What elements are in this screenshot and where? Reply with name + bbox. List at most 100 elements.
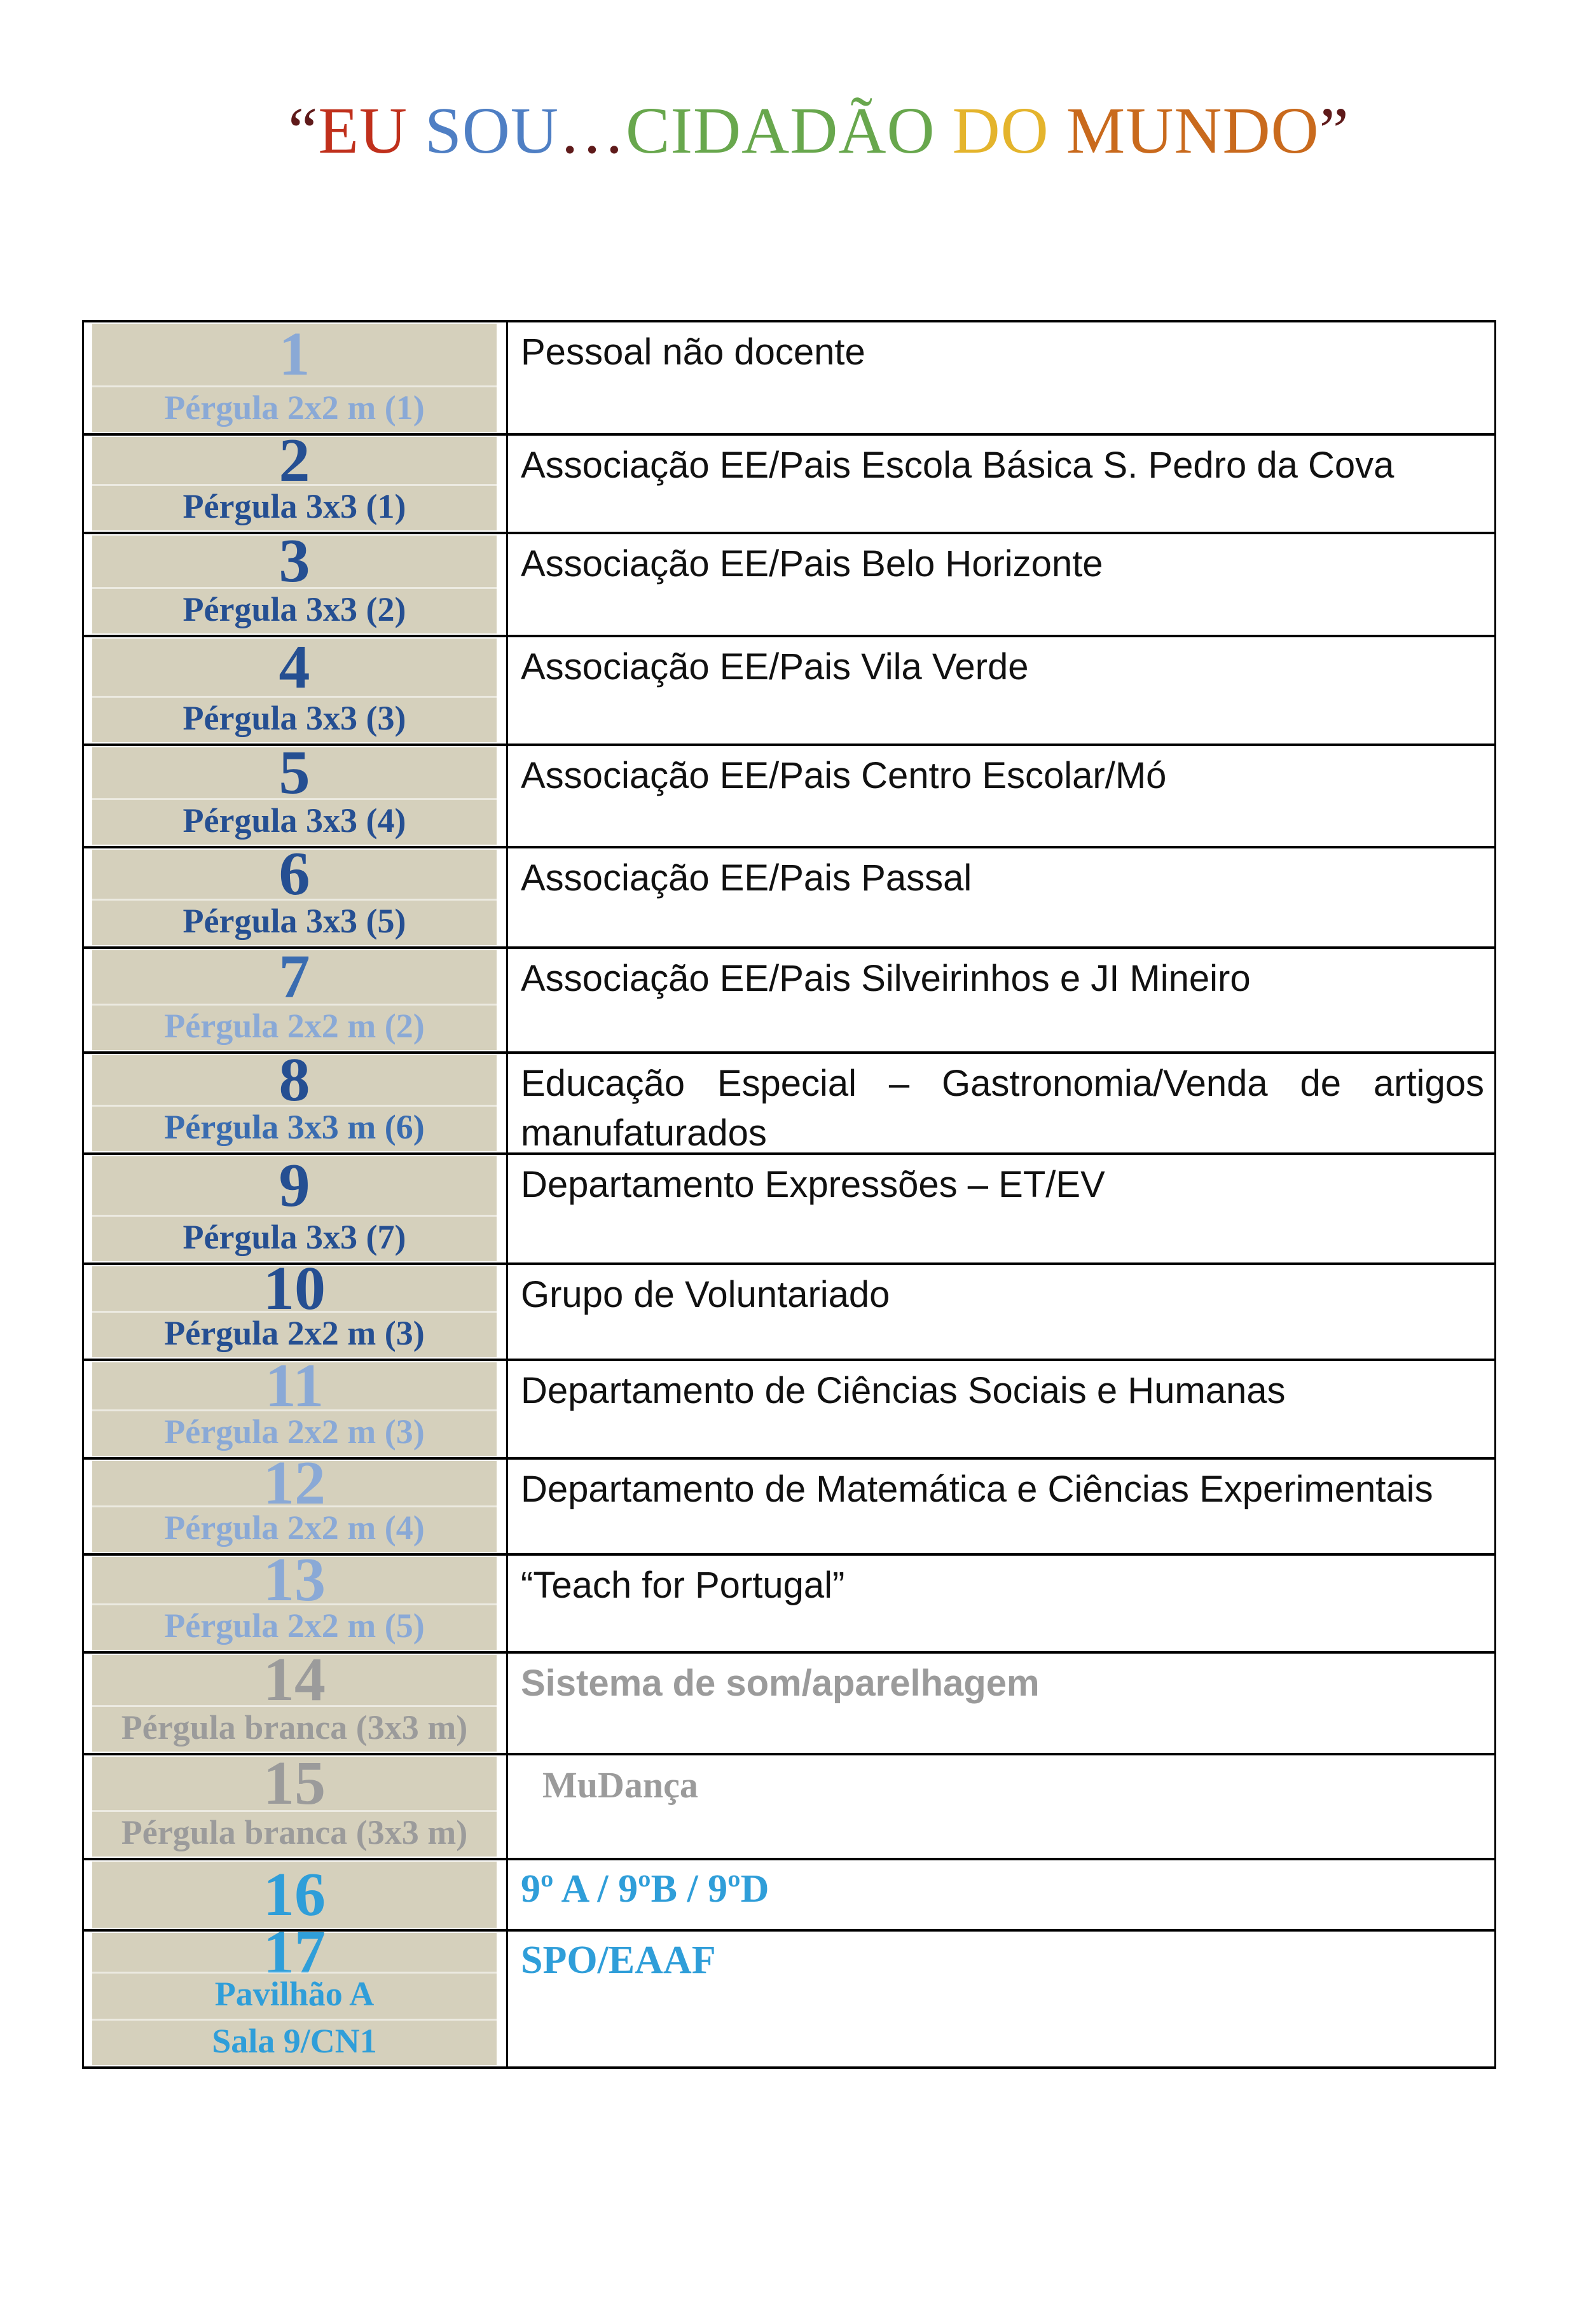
occupant-cell-8: Educação Especial – Gastronomia/Venda de arti… xyxy=(508,1054,1494,1154)
cell-divider-line xyxy=(92,898,497,901)
cell-divider-line xyxy=(92,1310,497,1313)
stand-location: Pérgula 3x3 (4) xyxy=(182,801,406,840)
stand-occupant: Departamento Expressões – ET/EV xyxy=(521,1164,1105,1205)
table-row-7: 7 Pérgula 2x2 m (2) Associação EE/Pais S… xyxy=(84,946,1494,1051)
stand-occupant: “Teach for Portugal” xyxy=(521,1565,845,1606)
table-row-14: 14 Pérgula branca (3x3 m) Sistema de som… xyxy=(84,1645,1494,1753)
table-row-6: 6 Pérgula 3x3 (5) Associação EE/Pais Pas… xyxy=(84,840,1494,946)
stand-location: Pérgula 2x2 m (5) xyxy=(164,1606,425,1645)
title-space xyxy=(935,94,953,167)
cell-divider-line xyxy=(92,385,497,387)
occupant-cell-9: Departamento Expressões – ET/EV xyxy=(508,1155,1494,1262)
cell-divider-line xyxy=(92,1809,497,1812)
occupant-line-justified: Educação Especial – Gastronomia/Venda de arti… xyxy=(521,1059,1484,1109)
word: artigos xyxy=(1373,1063,1484,1104)
table-row-4: 4 Pérgula 3x3 (3) Associação EE/Pais Vil… xyxy=(84,635,1494,744)
stand-number: 5 xyxy=(279,738,310,807)
stand-location-2: Sala 9/CN1 xyxy=(212,2021,377,2060)
word: Gastronomia/Venda xyxy=(942,1063,1268,1104)
title-space xyxy=(408,94,425,167)
stand-location: Pérgula branca (3x3 m) xyxy=(121,1708,468,1746)
occupant-cell-13: “Teach for Portugal” xyxy=(508,1556,1494,1651)
stand-cell-16: 16 xyxy=(84,1860,508,1929)
occupant-cell-11: Departamento de Ciências Sociais e Human… xyxy=(508,1361,1494,1457)
stand-location: Pérgula 3x3 m (6) xyxy=(164,1107,425,1146)
table-row-17: 17 Pavilhão A Sala 9/CN1 SPO/EAAF xyxy=(84,1918,1494,2066)
stand-cell-11: 11 Pérgula 2x2 m (3) xyxy=(84,1351,508,1457)
title-ellipsis: … xyxy=(559,94,626,167)
stand-location: Pérgula branca (3x3 m) xyxy=(121,1813,468,1851)
table-row-1: 1 Pérgula 2x2 m (1) Pessoal não docente xyxy=(84,322,1494,433)
title-close-quote: ” xyxy=(1319,94,1349,167)
occupant-cell-6: Associação EE/Pais Passal xyxy=(508,848,1494,946)
title-space xyxy=(1049,94,1066,167)
occupant-cell-4: Associação EE/Pais Vila Verde xyxy=(508,637,1494,744)
stand-location: Pérgula 3x3 (7) xyxy=(182,1217,406,1256)
cell-divider-line xyxy=(92,1003,497,1006)
stand-number: 16 xyxy=(263,1860,326,1929)
stand-cell-10: 10 Pérgula 2x2 m (3) xyxy=(84,1257,508,1359)
stand-occupant: Grupo de Voluntariado xyxy=(521,1274,890,1315)
stand-occupant: Associação EE/Pais Passal xyxy=(521,857,972,899)
occupant-cell-2: Associação EE/Pais Escola Básica S. Pedr… xyxy=(508,436,1494,532)
stand-occupant: 9º A / 9ºB / 9ºD xyxy=(521,1867,769,1911)
event-title: “EU SOU…CIDADÃO DO MUNDO” xyxy=(0,93,1577,169)
cell-divider-line xyxy=(92,1505,497,1507)
stand-occupant: Educação Especial – Gastronomia/Venda de arti… xyxy=(521,1059,1484,1159)
table-row-15: 15 Pérgula branca (3x3 m) MuDança xyxy=(84,1752,1494,1858)
cell-divider-line xyxy=(92,586,497,589)
stand-number: 3 xyxy=(279,527,310,596)
stand-number: 11 xyxy=(265,1351,324,1420)
stand-number: 14 xyxy=(263,1645,326,1715)
word: – xyxy=(888,1063,910,1104)
stand-occupant: MuDança xyxy=(542,1764,698,1806)
cell-divider-line xyxy=(92,1603,497,1605)
stand-cell-3: 3 Pérgula 3x3 (2) xyxy=(84,527,508,635)
stand-location: Pérgula 3x3 (1) xyxy=(182,487,406,525)
occupant-cell-1: Pessoal não docente xyxy=(508,322,1494,433)
stand-cell-17: 17 Pavilhão A Sala 9/CN1 xyxy=(84,1918,508,2066)
stand-cell-13: 13 Pérgula 2x2 m (5) xyxy=(84,1546,508,1651)
table-row-13: 13 Pérgula 2x2 m (5) “Teach for Portugal… xyxy=(84,1546,1494,1651)
stand-cell-2: 2 Pérgula 3x3 (1) xyxy=(84,425,508,532)
stand-occupant: SPO/EAAF xyxy=(521,1939,716,1982)
cell-divider-line xyxy=(92,695,497,698)
cell-divider-line xyxy=(92,483,497,486)
cell-divider-line xyxy=(92,1972,497,1974)
table-row-12: 12 Pérgula 2x2 m (4) Departamento de Mat… xyxy=(84,1448,1494,1553)
stand-occupant: Pessoal não docente xyxy=(521,331,865,373)
stand-number: 4 xyxy=(279,632,310,702)
stand-location: Pérgula 2x2 m (3) xyxy=(164,1412,425,1451)
word: Educação xyxy=(521,1063,685,1104)
stand-occupant: Departamento de Matemática e Ciências Ex… xyxy=(521,1469,1433,1510)
stand-location: Pavilhão A xyxy=(214,1975,375,2014)
stand-cell-5: 5 Pérgula 3x3 (4) xyxy=(84,738,508,846)
occupant-cell-10: Grupo de Voluntariado xyxy=(508,1265,1494,1359)
cell-divider-line xyxy=(92,2018,497,2021)
table-row-3: 3 Pérgula 3x3 (2) Associação EE/Pais Bel… xyxy=(84,527,1494,635)
stand-number: 17 xyxy=(263,1918,326,1987)
cell-divider-line xyxy=(92,1705,497,1707)
stand-cell-4: 4 Pérgula 3x3 (3) xyxy=(84,632,508,744)
stand-cell-12: 12 Pérgula 2x2 m (4) xyxy=(84,1448,508,1553)
stand-number: 7 xyxy=(279,942,310,1011)
stand-number: 6 xyxy=(279,840,310,909)
table-row-11: 11 Pérgula 2x2 m (3) Departamento de Ciê… xyxy=(84,1351,1494,1457)
stand-cell-9: 9 Pérgula 3x3 (7) xyxy=(84,1154,508,1262)
stand-number: 12 xyxy=(263,1448,326,1518)
stand-occupant: Departamento de Ciências Sociais e Human… xyxy=(521,1370,1286,1411)
table-row-2: 2 Pérgula 3x3 (1) Associação EE/Pais Esc… xyxy=(84,425,1494,532)
stand-occupant: Associação EE/Pais Silveirinhos e JI Min… xyxy=(521,958,1251,999)
stands-table: 1 Pérgula 2x2 m (1) Pessoal não docente … xyxy=(82,320,1496,2069)
stand-number: 2 xyxy=(279,425,310,495)
stand-number: 13 xyxy=(263,1546,326,1615)
stand-occupant: Associação EE/Pais Vila Verde xyxy=(521,646,1029,688)
stand-cell-6: 6 Pérgula 3x3 (5) xyxy=(84,840,508,946)
occupant-cell-16: 9º A / 9ºB / 9ºD xyxy=(508,1860,1494,1929)
stand-cell-15: 15 Pérgula branca (3x3 m) xyxy=(84,1752,508,1858)
occupant-cell-5: Associação EE/Pais Centro Escolar/Mó xyxy=(508,746,1494,846)
stand-occupant: Associação EE/Pais Centro Escolar/Mó xyxy=(521,755,1167,796)
stand-number: 1 xyxy=(279,320,310,389)
title-open-quote: “ xyxy=(288,94,319,167)
stand-cell-14: 14 Pérgula branca (3x3 m) xyxy=(84,1645,508,1753)
